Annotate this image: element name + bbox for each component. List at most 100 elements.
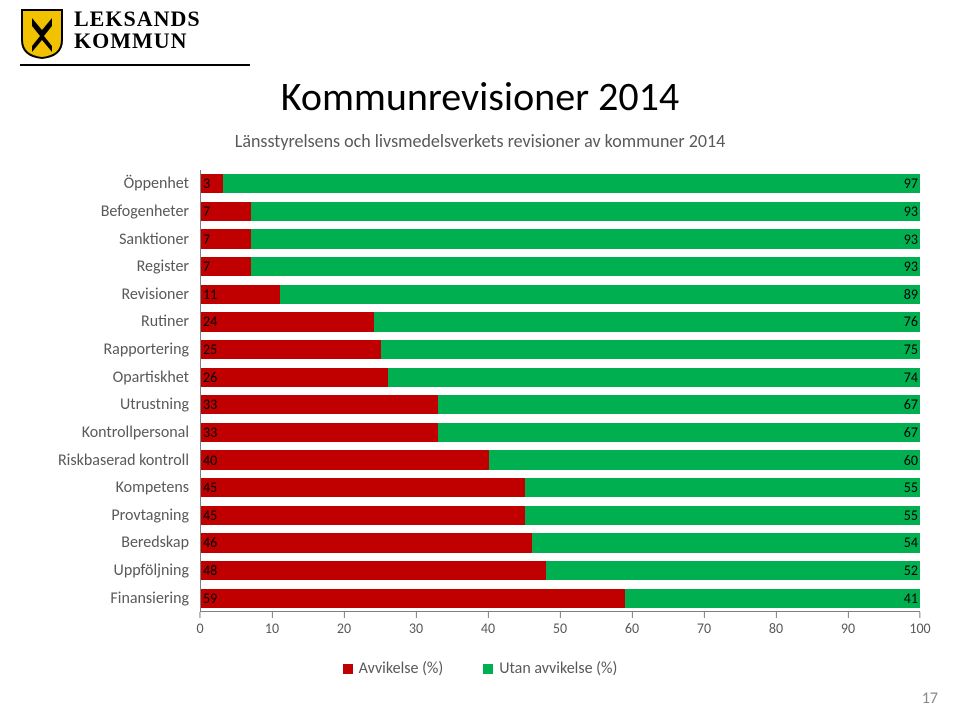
page-number: 17	[922, 689, 938, 708]
bar-row: 45 55	[201, 474, 920, 502]
x-tick-label: 90	[841, 620, 855, 637]
category-label: Finansiering	[40, 584, 195, 612]
category-label: Register	[40, 253, 195, 281]
bar-track: 2674	[201, 368, 920, 387]
value-label-avvikelse: 45	[201, 479, 217, 496]
x-tick: 10	[265, 612, 279, 637]
value-label-utan: 52	[904, 562, 920, 579]
value-label-utan: 74	[904, 369, 920, 386]
bar-segment-avvikelse: 25	[201, 340, 381, 359]
category-label: Revisioner	[40, 281, 195, 309]
category-label: Uppföljning	[40, 557, 195, 585]
bar-segment-utan: 67	[438, 423, 920, 442]
value-label-avvikelse: 33	[201, 396, 217, 413]
value-label-utan: 55	[904, 479, 920, 496]
bar-segment-utan: 60	[489, 450, 920, 469]
bar-row: 2674	[201, 363, 920, 391]
x-axis: 0102030405060708090100	[200, 611, 920, 642]
chart-title: Kommunrevisioner 2014	[0, 72, 960, 121]
x-tick-label: 70	[697, 620, 711, 637]
value-label-utan: 67	[904, 424, 920, 441]
bar-row: 33 67	[201, 391, 920, 419]
bar-segment-avvikelse: 7	[201, 257, 251, 276]
bar-segment-utan: 75	[381, 340, 920, 359]
category-label: Riskbaserad kontroll	[40, 446, 195, 474]
category-label: Befogenheter	[40, 198, 195, 226]
value-label-avvikelse: 46	[201, 534, 217, 551]
category-label: Kontrollpersonal	[40, 419, 195, 447]
x-tick-label: 40	[481, 620, 495, 637]
value-label-utan: 67	[904, 396, 920, 413]
bar-segment-utan: 97	[223, 174, 920, 193]
tick-mark	[775, 612, 776, 618]
x-tick-label: 100	[909, 620, 930, 637]
legend-item-avvikelse: Avvikelse (%)	[343, 659, 444, 678]
value-label-utan: 97	[904, 175, 920, 192]
bars-container: 3977937937931189247625752674336733674060…	[201, 170, 920, 612]
x-tick-label: 20	[337, 620, 351, 637]
bar-track: 24 76	[201, 312, 920, 331]
bar-segment-avvikelse: 40	[201, 450, 489, 469]
category-label: Provtagning	[40, 502, 195, 530]
bar-row: 33 67	[201, 419, 920, 447]
bar-segment-avvikelse: 48	[201, 561, 546, 580]
value-label-utan: 93	[904, 258, 920, 275]
value-label-utan: 93	[904, 231, 920, 248]
legend: Avvikelse (%) Utan avvikelse (%)	[0, 659, 960, 678]
value-label-avvikelse: 24	[201, 313, 217, 330]
x-tick: 90	[841, 612, 855, 637]
bar-segment-avvikelse: 33	[201, 423, 438, 442]
bar-segment-avvikelse: 46	[201, 533, 532, 552]
bar-track: 4555	[201, 506, 920, 525]
legend-item-utan: Utan avvikelse (%)	[483, 659, 617, 678]
x-tick: 80	[769, 612, 783, 637]
bar-segment-utan: 41	[625, 589, 920, 608]
bar-track: 45 55	[201, 478, 920, 497]
tick-mark	[631, 612, 632, 618]
tick-mark	[343, 612, 344, 618]
bar-row: 7 93	[201, 253, 920, 281]
x-tick-label: 50	[553, 620, 567, 637]
bar-segment-utan: 93	[251, 257, 920, 276]
x-tick: 0	[196, 612, 203, 637]
bar-track: 7 93	[201, 257, 920, 276]
x-tick-label: 60	[625, 620, 639, 637]
bar-segment-avvikelse: 59	[201, 589, 625, 608]
bar-row: 4555	[201, 502, 920, 530]
bar-segment-utan: 76	[374, 312, 920, 331]
tick-mark	[847, 612, 848, 618]
bar-track: 397	[201, 174, 920, 193]
category-labels: ÖppenhetBefogenheterSanktionerRegisterRe…	[40, 170, 195, 612]
bar-segment-avvikelse: 33	[201, 395, 438, 414]
logo-line-2: KOMMUN	[74, 30, 201, 52]
value-label-avvikelse: 48	[201, 562, 217, 579]
bar-segment-utan: 54	[532, 533, 920, 552]
bar-segment-utan: 93	[251, 229, 920, 248]
x-tick: 70	[697, 612, 711, 637]
x-tick: 40	[481, 612, 495, 637]
value-label-avvikelse: 59	[201, 590, 217, 607]
bar-segment-utan: 67	[438, 395, 920, 414]
bar-row: 24 76	[201, 308, 920, 336]
value-label-utan: 54	[904, 534, 920, 551]
tick-mark	[271, 612, 272, 618]
x-tick: 50	[553, 612, 567, 637]
x-tick: 60	[625, 612, 639, 637]
value-label-utan: 93	[904, 203, 920, 220]
bar-segment-avvikelse: 45	[201, 506, 525, 525]
bar-row: 46 54	[201, 529, 920, 557]
value-label-utan: 89	[904, 286, 920, 303]
logo: LEKSANDS KOMMUN	[20, 8, 201, 60]
value-label-avvikelse: 25	[201, 341, 217, 358]
category-label: Utrustning	[40, 391, 195, 419]
bar-track: 46 54	[201, 533, 920, 552]
value-label-avvikelse: 7	[201, 258, 210, 275]
bar-row: 1189	[201, 281, 920, 309]
bar-segment-utan: 52	[546, 561, 920, 580]
tick-mark	[919, 612, 920, 618]
x-tick-label: 80	[769, 620, 783, 637]
x-tick-label: 10	[265, 620, 279, 637]
bar-track: 59 41	[201, 589, 920, 608]
value-label-avvikelse: 7	[201, 231, 210, 248]
x-tick: 20	[337, 612, 351, 637]
